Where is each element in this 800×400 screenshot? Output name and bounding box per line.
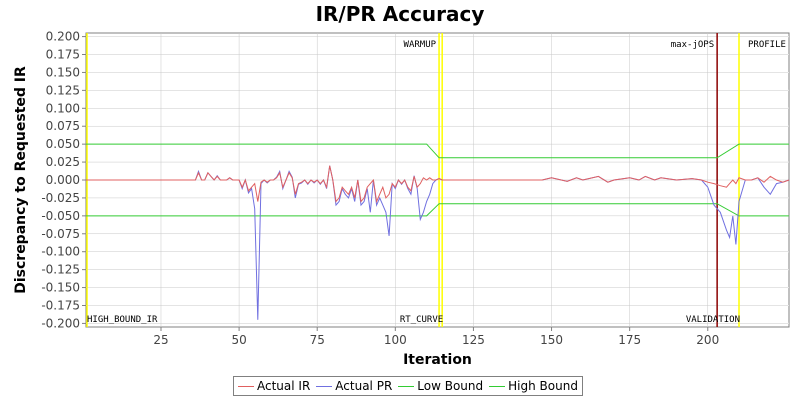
y-tick-label: -0.050 xyxy=(41,209,80,223)
series-line-high-bound xyxy=(86,143,789,159)
x-tick-label: 75 xyxy=(310,333,325,347)
legend-item: High Bound xyxy=(489,379,578,393)
y-tick-label: 0.050 xyxy=(46,137,80,151)
y-tick-label: -0.100 xyxy=(41,245,80,259)
y-tick-label: -0.075 xyxy=(41,227,80,241)
phase-marker-label: RT_CURVE xyxy=(400,315,443,325)
x-tick-label: 200 xyxy=(696,333,719,347)
y-tick-label: 0.175 xyxy=(46,48,80,62)
legend-label: Actual PR xyxy=(335,379,393,393)
y-tick-label: 0.100 xyxy=(46,101,80,115)
legend-swatch xyxy=(238,385,254,387)
x-tick-label: 25 xyxy=(153,333,168,347)
chart-legend: Actual IR Actual PR Low Bound High Bound xyxy=(233,376,583,396)
legend-swatch xyxy=(398,385,415,387)
y-tick-label: 0.125 xyxy=(46,83,80,97)
y-tick-label: -0.125 xyxy=(41,263,80,277)
legend-item: Actual PR xyxy=(316,379,392,393)
y-tick-label: 0.025 xyxy=(46,155,80,169)
legend-label: Actual IR xyxy=(257,379,311,393)
x-tick-label: 175 xyxy=(618,333,641,347)
phase-marker-label: VALIDATION xyxy=(686,315,740,325)
x-tick-label: 150 xyxy=(540,333,563,347)
phase-markers: HIGH_BOUND_IR WARMUP RT_CURVE max-jOPS VALID… xyxy=(86,33,786,327)
x-tick-label: 50 xyxy=(231,333,246,347)
x-tick-label: 125 xyxy=(462,333,485,347)
x-axis-label: Iteration xyxy=(403,352,472,368)
phase-marker-label: max-jOPS xyxy=(671,40,714,50)
axes: 0.200 0.175 0.150 0.125 0.100 0.075 0.050 0.025… xyxy=(41,30,719,347)
y-tick-label: 0.075 xyxy=(46,119,80,133)
series-line-actual-ir xyxy=(86,165,790,204)
legend-label: Low Bound xyxy=(417,379,484,393)
y-axis-label: Discrepancy to Requested IR xyxy=(13,66,29,294)
y-tick-label: -0.150 xyxy=(41,281,80,295)
legend-swatch xyxy=(316,385,333,387)
series-line-low-bound xyxy=(86,203,789,217)
y-tick-label: -0.200 xyxy=(41,316,80,330)
legend-item: Actual IR xyxy=(238,379,310,393)
phase-marker-label: WARMUP xyxy=(404,40,437,50)
chart-title: IR/PR Accuracy xyxy=(315,2,485,26)
grid-lines xyxy=(86,33,789,327)
y-tick-label: -0.025 xyxy=(41,191,80,205)
legend-item: Low Bound xyxy=(398,379,483,393)
y-tick-label: 0.150 xyxy=(46,65,80,79)
legend-label: High Bound xyxy=(508,379,578,393)
y-tick-label: 0.200 xyxy=(46,30,80,44)
series-lines xyxy=(86,143,790,320)
legend-swatch xyxy=(489,385,506,387)
y-tick-label: -0.175 xyxy=(41,298,80,312)
y-tick-label: 0.000 xyxy=(46,173,80,187)
x-tick-label: 100 xyxy=(384,333,407,347)
phase-marker-label: PROFILE xyxy=(748,40,786,50)
phase-marker-label: HIGH_BOUND_IR xyxy=(87,315,158,325)
